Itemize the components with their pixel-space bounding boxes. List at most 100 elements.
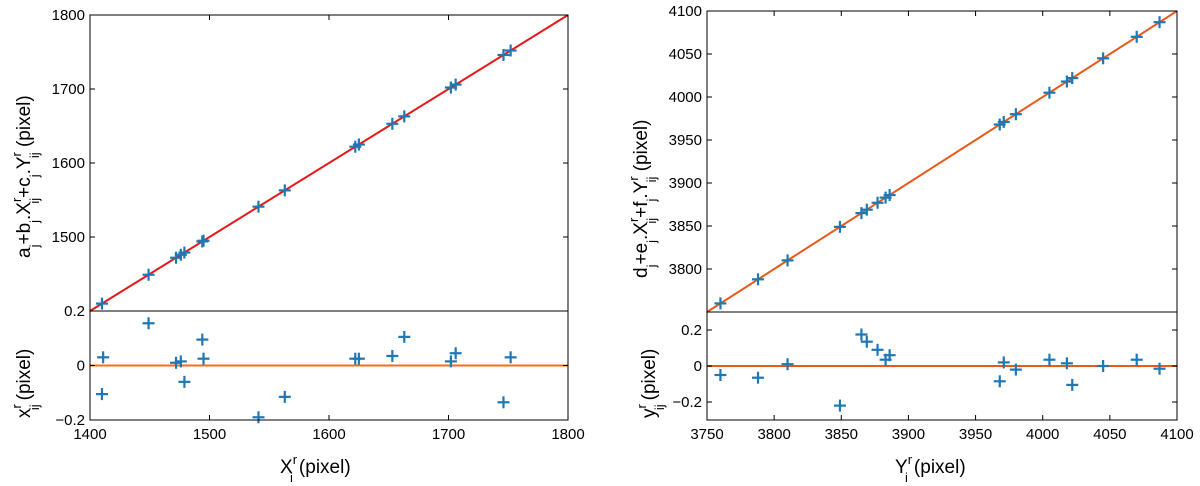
- right-residual-point: [1066, 378, 1079, 391]
- right-residual-frame: [706, 311, 1178, 421]
- left-residual-point: [97, 351, 110, 364]
- right-residual-point: [1153, 362, 1166, 375]
- left-data-point: [278, 184, 291, 197]
- left-data-point: [398, 110, 411, 123]
- left-x-tick-label: 1500: [193, 426, 226, 443]
- left-data-point: [197, 234, 210, 247]
- left-data-point: [352, 138, 365, 151]
- left-fit-line: [89, 14, 569, 312]
- right-main-plot: 3800 3850 3900 3950 4000 4050 4100: [669, 3, 1178, 313]
- right-data-point: [883, 189, 896, 202]
- left-x-tick-label: 1700: [432, 426, 465, 443]
- left-panel: 1500 1600 1700 1800 1400 1500 1600 1700 1800 −0.…: [9, 7, 585, 485]
- left-x-tick-label: 1800: [551, 426, 584, 443]
- right-data-point: [1097, 52, 1110, 65]
- left-y-tick-label: 1800: [52, 7, 85, 24]
- right-data-point: [1130, 30, 1143, 43]
- right-y-tick-label: 4050: [669, 46, 702, 63]
- left-main-ylabel: aj+bj.Xr ij+cj.Yr ij (pixel): [9, 95, 42, 258]
- right-residual-point: [860, 335, 873, 348]
- left-residual-point: [252, 411, 265, 424]
- left-residual-point: [142, 317, 155, 330]
- left-residual-point: [449, 347, 462, 360]
- left-res-y-tick-label: −0.2: [55, 412, 85, 429]
- right-residual-point: [714, 369, 727, 381]
- right-residual-point: [871, 343, 884, 356]
- left-res-y-tick-label: 0: [77, 358, 85, 375]
- right-res-y-tick-label: 0.2: [681, 322, 702, 339]
- right-residual-point: [1060, 357, 1073, 370]
- left-data-point: [178, 246, 191, 259]
- left-residual-plot: 1400 1500 1600 1700 1800 −0.2 0 0.2: [55, 303, 584, 443]
- right-residual-point: [1009, 363, 1022, 376]
- right-residual-point: [993, 375, 1006, 388]
- right-x-tick-label: 4050: [1093, 426, 1126, 443]
- right-residual-point: [1043, 353, 1056, 366]
- right-y-tick-label: 4100: [669, 3, 702, 20]
- right-y-tick-label: 3900: [669, 175, 702, 192]
- right-data-point: [1066, 72, 1079, 85]
- right-x-tick-label: 3800: [757, 426, 790, 443]
- right-residual-ylabel: yr ij(pixel): [634, 349, 667, 418]
- left-data-point: [449, 78, 462, 91]
- left-y-tick-label: 1700: [52, 81, 85, 98]
- right-residual-point: [781, 358, 794, 371]
- left-residual-point: [497, 396, 510, 409]
- right-residual-point: [1130, 353, 1143, 366]
- right-residual-plot: 3750 3800 3850 3900 3950 4000 4050 4100 −0.2 0 0.2: [672, 322, 1193, 443]
- left-residual-point: [352, 352, 365, 365]
- right-data-point: [1009, 108, 1022, 121]
- left-res-y-tick-label: 0.2: [64, 303, 85, 320]
- left-data-point: [95, 297, 108, 310]
- left-x-tick-label: 1600: [312, 426, 345, 443]
- right-residual-point: [883, 349, 896, 362]
- right-data-point: [1153, 16, 1166, 29]
- left-y-tick-label: 1500: [52, 229, 85, 246]
- left-residual-ylabel: xr ij(pixel): [9, 349, 42, 418]
- right-y-tick-label: 3950: [669, 132, 702, 149]
- left-residual-point: [95, 388, 108, 401]
- right-x-tick-label: 3950: [959, 426, 992, 443]
- left-data-point: [252, 200, 265, 213]
- right-x-tick-label: 4000: [1026, 426, 1059, 443]
- right-data-point: [860, 203, 873, 216]
- right-main-ylabel: dj+ej.Xr ij+fj.Yr ij (pixel): [626, 120, 659, 278]
- right-data-point: [871, 196, 884, 209]
- left-residual-frame: [89, 310, 569, 421]
- right-panel: 3800 3850 3900 3950 4000 4050 4100 3750 3800 385…: [626, 3, 1194, 485]
- left-x-tick-label: 1400: [73, 426, 106, 443]
- right-residual-point: [1097, 360, 1110, 372]
- left-residual-point: [386, 349, 399, 362]
- right-y-tick-label: 4000: [669, 89, 702, 106]
- right-data-point: [781, 254, 794, 267]
- right-x-tick-label: 3850: [825, 426, 858, 443]
- right-x-tick-label: 3900: [892, 426, 925, 443]
- right-y-tick-label: 3800: [669, 261, 702, 278]
- left-residual-point: [444, 355, 457, 368]
- left-residual-point: [278, 390, 291, 403]
- left-residual-point: [196, 333, 209, 346]
- right-fit-line: [706, 10, 1178, 313]
- right-data-point: [714, 297, 727, 310]
- left-main-plot: 1500 1600 1700 1800: [52, 7, 569, 312]
- left-residual-point: [398, 330, 411, 343]
- left-data-point: [142, 268, 155, 281]
- left-residual-point: [178, 375, 191, 388]
- left-residual-point: [197, 352, 210, 365]
- right-residual-point: [997, 356, 1010, 369]
- right-data-point: [1043, 86, 1056, 99]
- left-data-point: [504, 44, 517, 57]
- left-y-tick-label: 1600: [52, 155, 85, 172]
- right-residual-point: [855, 328, 868, 341]
- left-residual-point: [504, 351, 517, 364]
- right-y-tick-label: 3850: [669, 218, 702, 235]
- right-data-point: [752, 273, 765, 286]
- right-res-y-tick-label: 0: [694, 358, 702, 375]
- right-res-y-tick-label: −0.2: [672, 394, 702, 411]
- right-xlabel: Yr i (pixel): [895, 452, 966, 485]
- right-residual-point: [833, 399, 846, 412]
- right-data-point: [833, 220, 846, 233]
- right-residual-point: [752, 371, 765, 384]
- left-data-point: [386, 117, 399, 130]
